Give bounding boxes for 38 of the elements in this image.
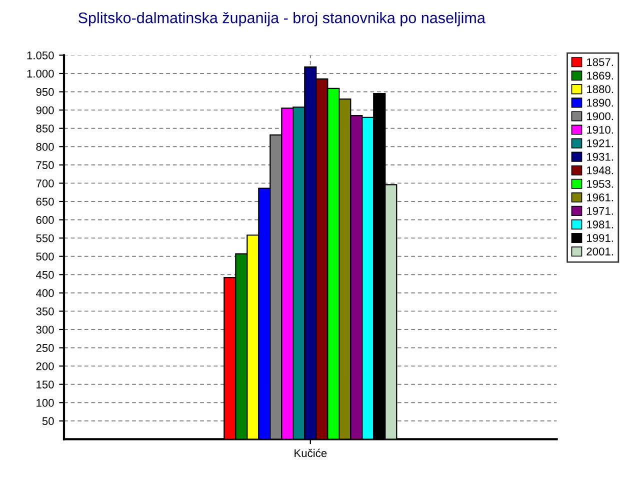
legend-label: 1857. [587,58,613,66]
legend-label: 2001. [586,248,613,256]
y-tick-label: 350 [36,307,54,316]
y-tick-label: 950 [36,88,54,96]
legend-label: 1981. [587,220,613,228]
legend-label: 1869. [587,72,613,80]
legend-label: 1991. [587,234,613,242]
legend-label: 1921. [587,139,613,148]
y-tick-label: 1.000 [27,70,54,78]
y-tick-label: 500 [36,252,54,260]
legend-label: 1953. [587,180,613,188]
y-tick-label: 400 [36,289,54,298]
x-tick-label: Kučiće [294,448,327,458]
y-tick-label: 300 [36,326,54,334]
y-tick-label: 550 [36,234,54,242]
legend-label: 1931. [587,152,613,161]
y-tick-label: 600 [36,216,54,224]
y-tick-label: 200 [36,362,54,370]
y-tick-label: 100 [36,398,54,407]
legend-label: 1880. [587,85,613,94]
legend-label: 1890. [587,98,613,107]
chart-title: Splitsko-dalmatinska županija - broj stanovnika po naseljima [78,12,486,26]
y-tick-label: 700 [36,179,54,188]
y-tick-label: 850 [36,124,54,132]
y-tick-label: 250 [36,344,54,352]
y-tick-label: 750 [36,161,54,170]
y-tick-label: 1.050 [27,51,54,60]
legend-label: 1910. [587,126,613,134]
y-tick-label: 50 [42,417,54,426]
y-tick-label: 900 [36,106,54,114]
y-tick-label: 450 [36,270,54,279]
legend-label: 1971. [587,207,613,215]
legend-label: 1948. [587,166,613,174]
legend-label: 1961. [587,193,613,202]
y-tick-label: 650 [36,198,54,206]
legend-label: 1900. [587,112,613,120]
y-tick-label: 150 [36,380,54,388]
y-tick-label: 800 [36,142,54,151]
